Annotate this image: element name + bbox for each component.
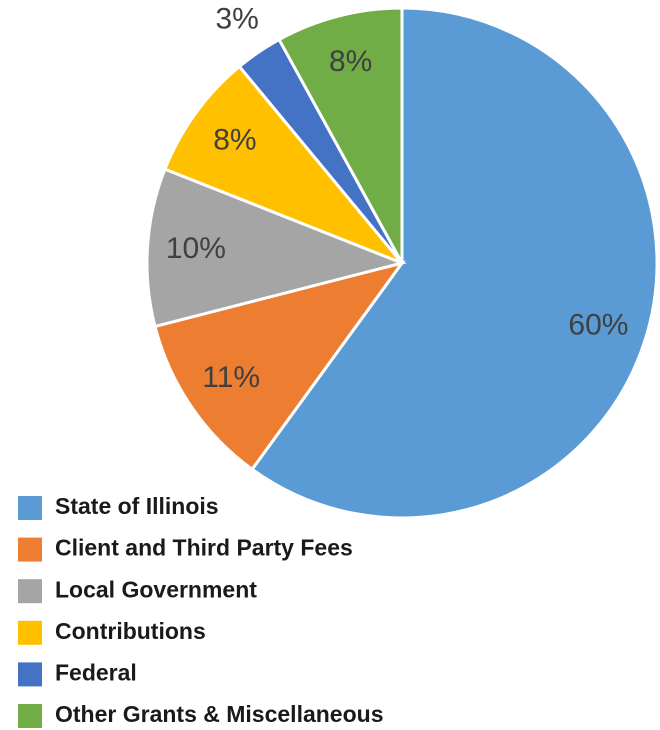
legend-swatch bbox=[18, 537, 42, 562]
data-label: 60% bbox=[568, 309, 628, 342]
legend-swatch bbox=[18, 662, 42, 687]
pie-slice bbox=[145, 167, 407, 329]
legend-swatch bbox=[18, 496, 42, 520]
legend-label: Local Government bbox=[55, 576, 257, 602]
data-label: 8% bbox=[213, 124, 256, 157]
pie-slice bbox=[162, 64, 404, 265]
legend-swatch bbox=[18, 579, 42, 604]
legend-label: Client and Third Party Fees bbox=[55, 535, 353, 561]
data-label: 3% bbox=[215, 2, 258, 35]
pie-slice bbox=[250, 6, 659, 520]
pie-slice bbox=[153, 260, 406, 472]
legend-label: Federal bbox=[55, 659, 137, 685]
legend-label: State of Illinois bbox=[55, 493, 219, 519]
legend-label: Contributions bbox=[55, 618, 206, 644]
legend-label: Other Grants & Miscellaneous bbox=[55, 701, 383, 727]
legend-swatch bbox=[18, 620, 42, 645]
pie-slice bbox=[277, 6, 404, 264]
legend-swatch bbox=[18, 704, 42, 728]
data-label: 11% bbox=[202, 361, 260, 394]
data-label: 10% bbox=[166, 232, 226, 265]
data-label: 8% bbox=[329, 45, 372, 78]
